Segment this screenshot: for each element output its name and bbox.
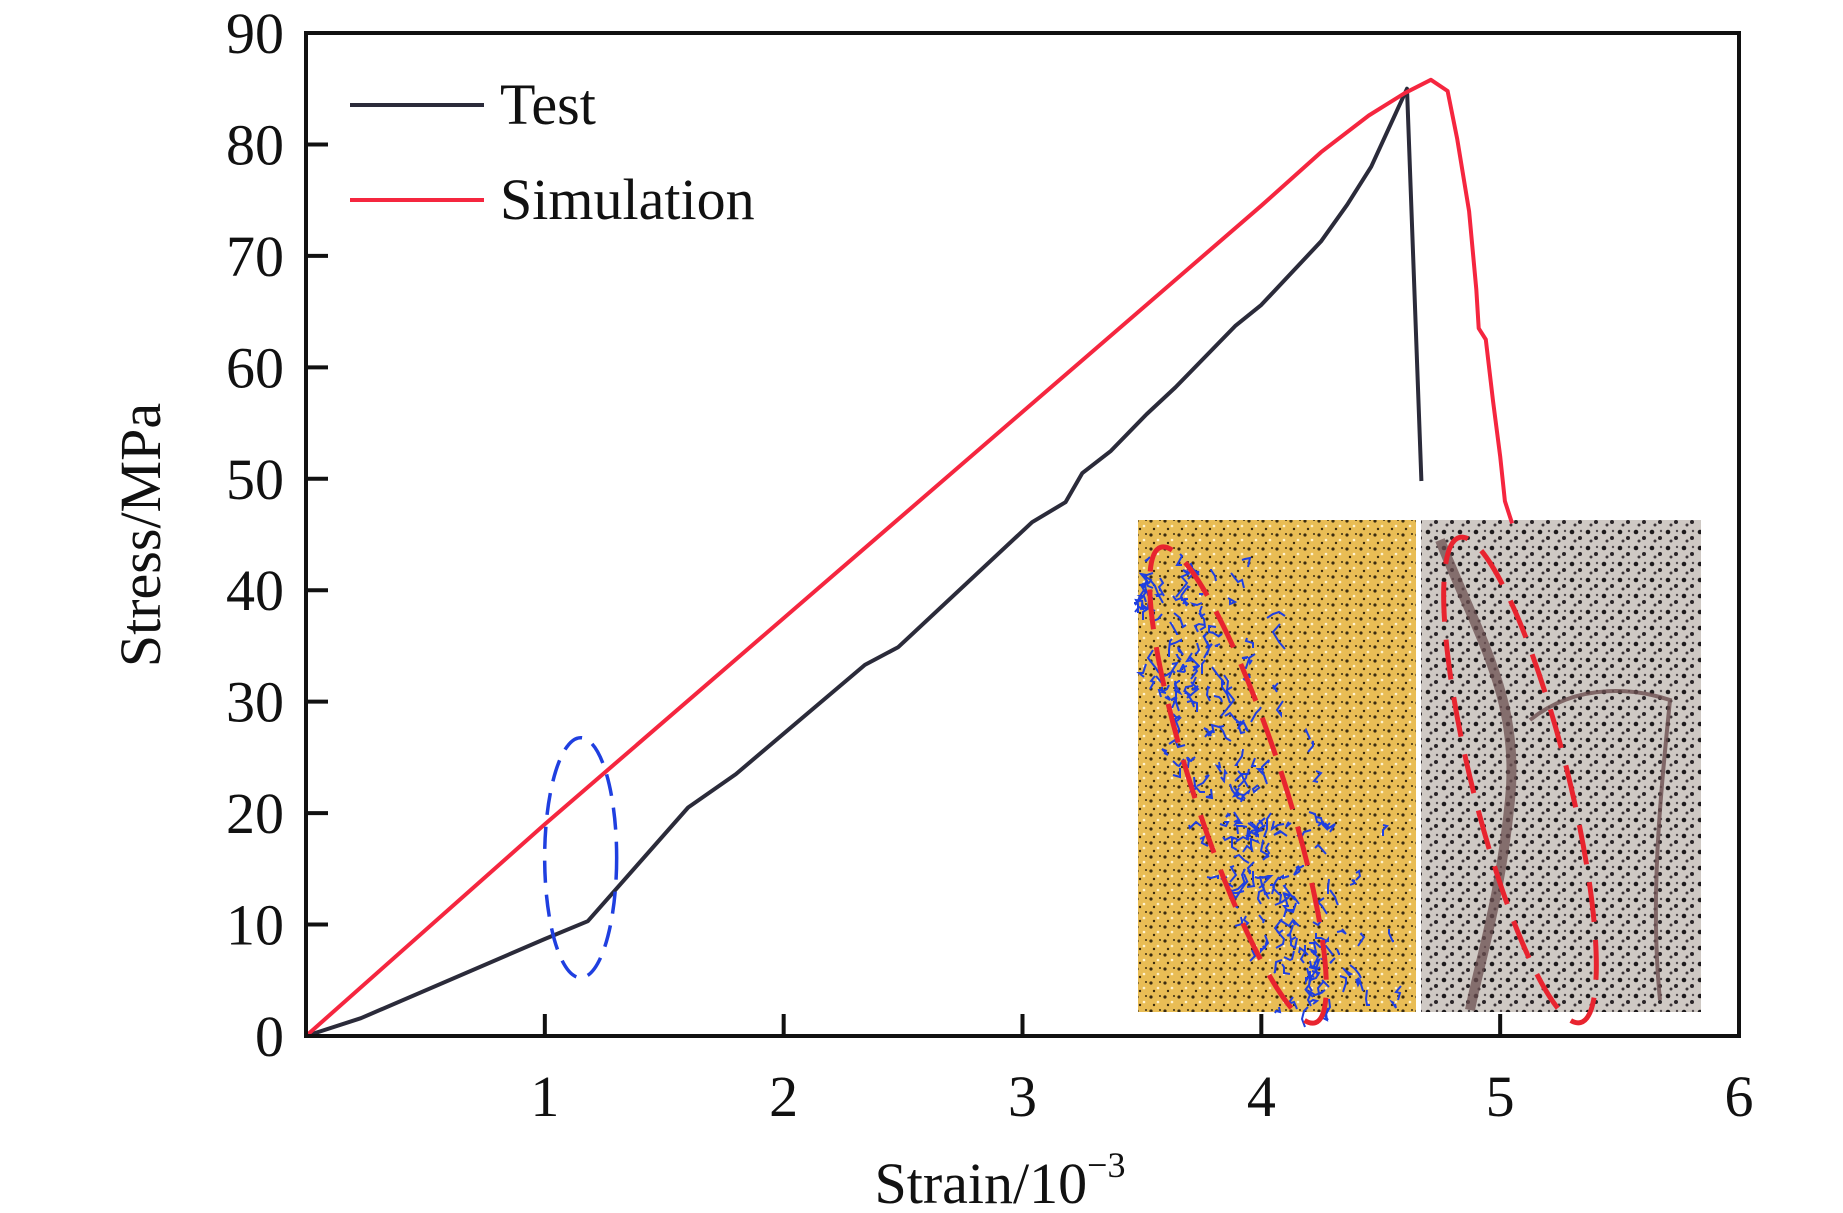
legend: Test Simulation xyxy=(350,72,755,232)
y-tick-label: 20 xyxy=(226,781,284,846)
legend-label-test: Test xyxy=(500,72,596,137)
legend-label-simulation: Simulation xyxy=(500,167,755,232)
x-tick-label: 4 xyxy=(1247,1064,1276,1129)
test-specimen-photo xyxy=(1421,520,1701,1026)
series-line-test xyxy=(305,86,1424,1038)
x-tick-label: 2 xyxy=(769,1064,798,1129)
x-tick-label: 5 xyxy=(1486,1064,1515,1129)
y-tick-label: 30 xyxy=(226,670,284,735)
y-axis-label: Stress/MPa xyxy=(108,403,173,667)
simulation-crack-image xyxy=(1134,520,1416,1028)
x-axis-label-exponent: −3 xyxy=(1087,1145,1125,1185)
x-axis-label: Strain/10−3 xyxy=(875,1145,1126,1213)
test-shear-band-outline xyxy=(1441,534,1599,1026)
y-tick-label: 40 xyxy=(226,558,284,623)
failure-mode-insets xyxy=(1134,520,1701,1028)
x-tick-label: 6 xyxy=(1725,1064,1754,1129)
x-axis-label-text: Strain/10 xyxy=(875,1151,1088,1213)
y-tick-label: 90 xyxy=(226,1,284,66)
series-line-simulation xyxy=(304,77,1515,1038)
y-tick-label: 50 xyxy=(226,447,284,512)
x-tick-label: 3 xyxy=(1008,1064,1037,1129)
y-tick-label: 60 xyxy=(226,335,284,400)
y-tick-label: 70 xyxy=(226,224,284,289)
x-tick-label: 1 xyxy=(530,1064,559,1129)
y-tick-label: 10 xyxy=(226,893,284,958)
simulation-shear-band-outline xyxy=(1147,544,1329,1026)
y-tick-label: 80 xyxy=(226,112,284,177)
highlight-ellipse xyxy=(542,735,619,980)
y-tick-label: 0 xyxy=(255,1004,284,1069)
